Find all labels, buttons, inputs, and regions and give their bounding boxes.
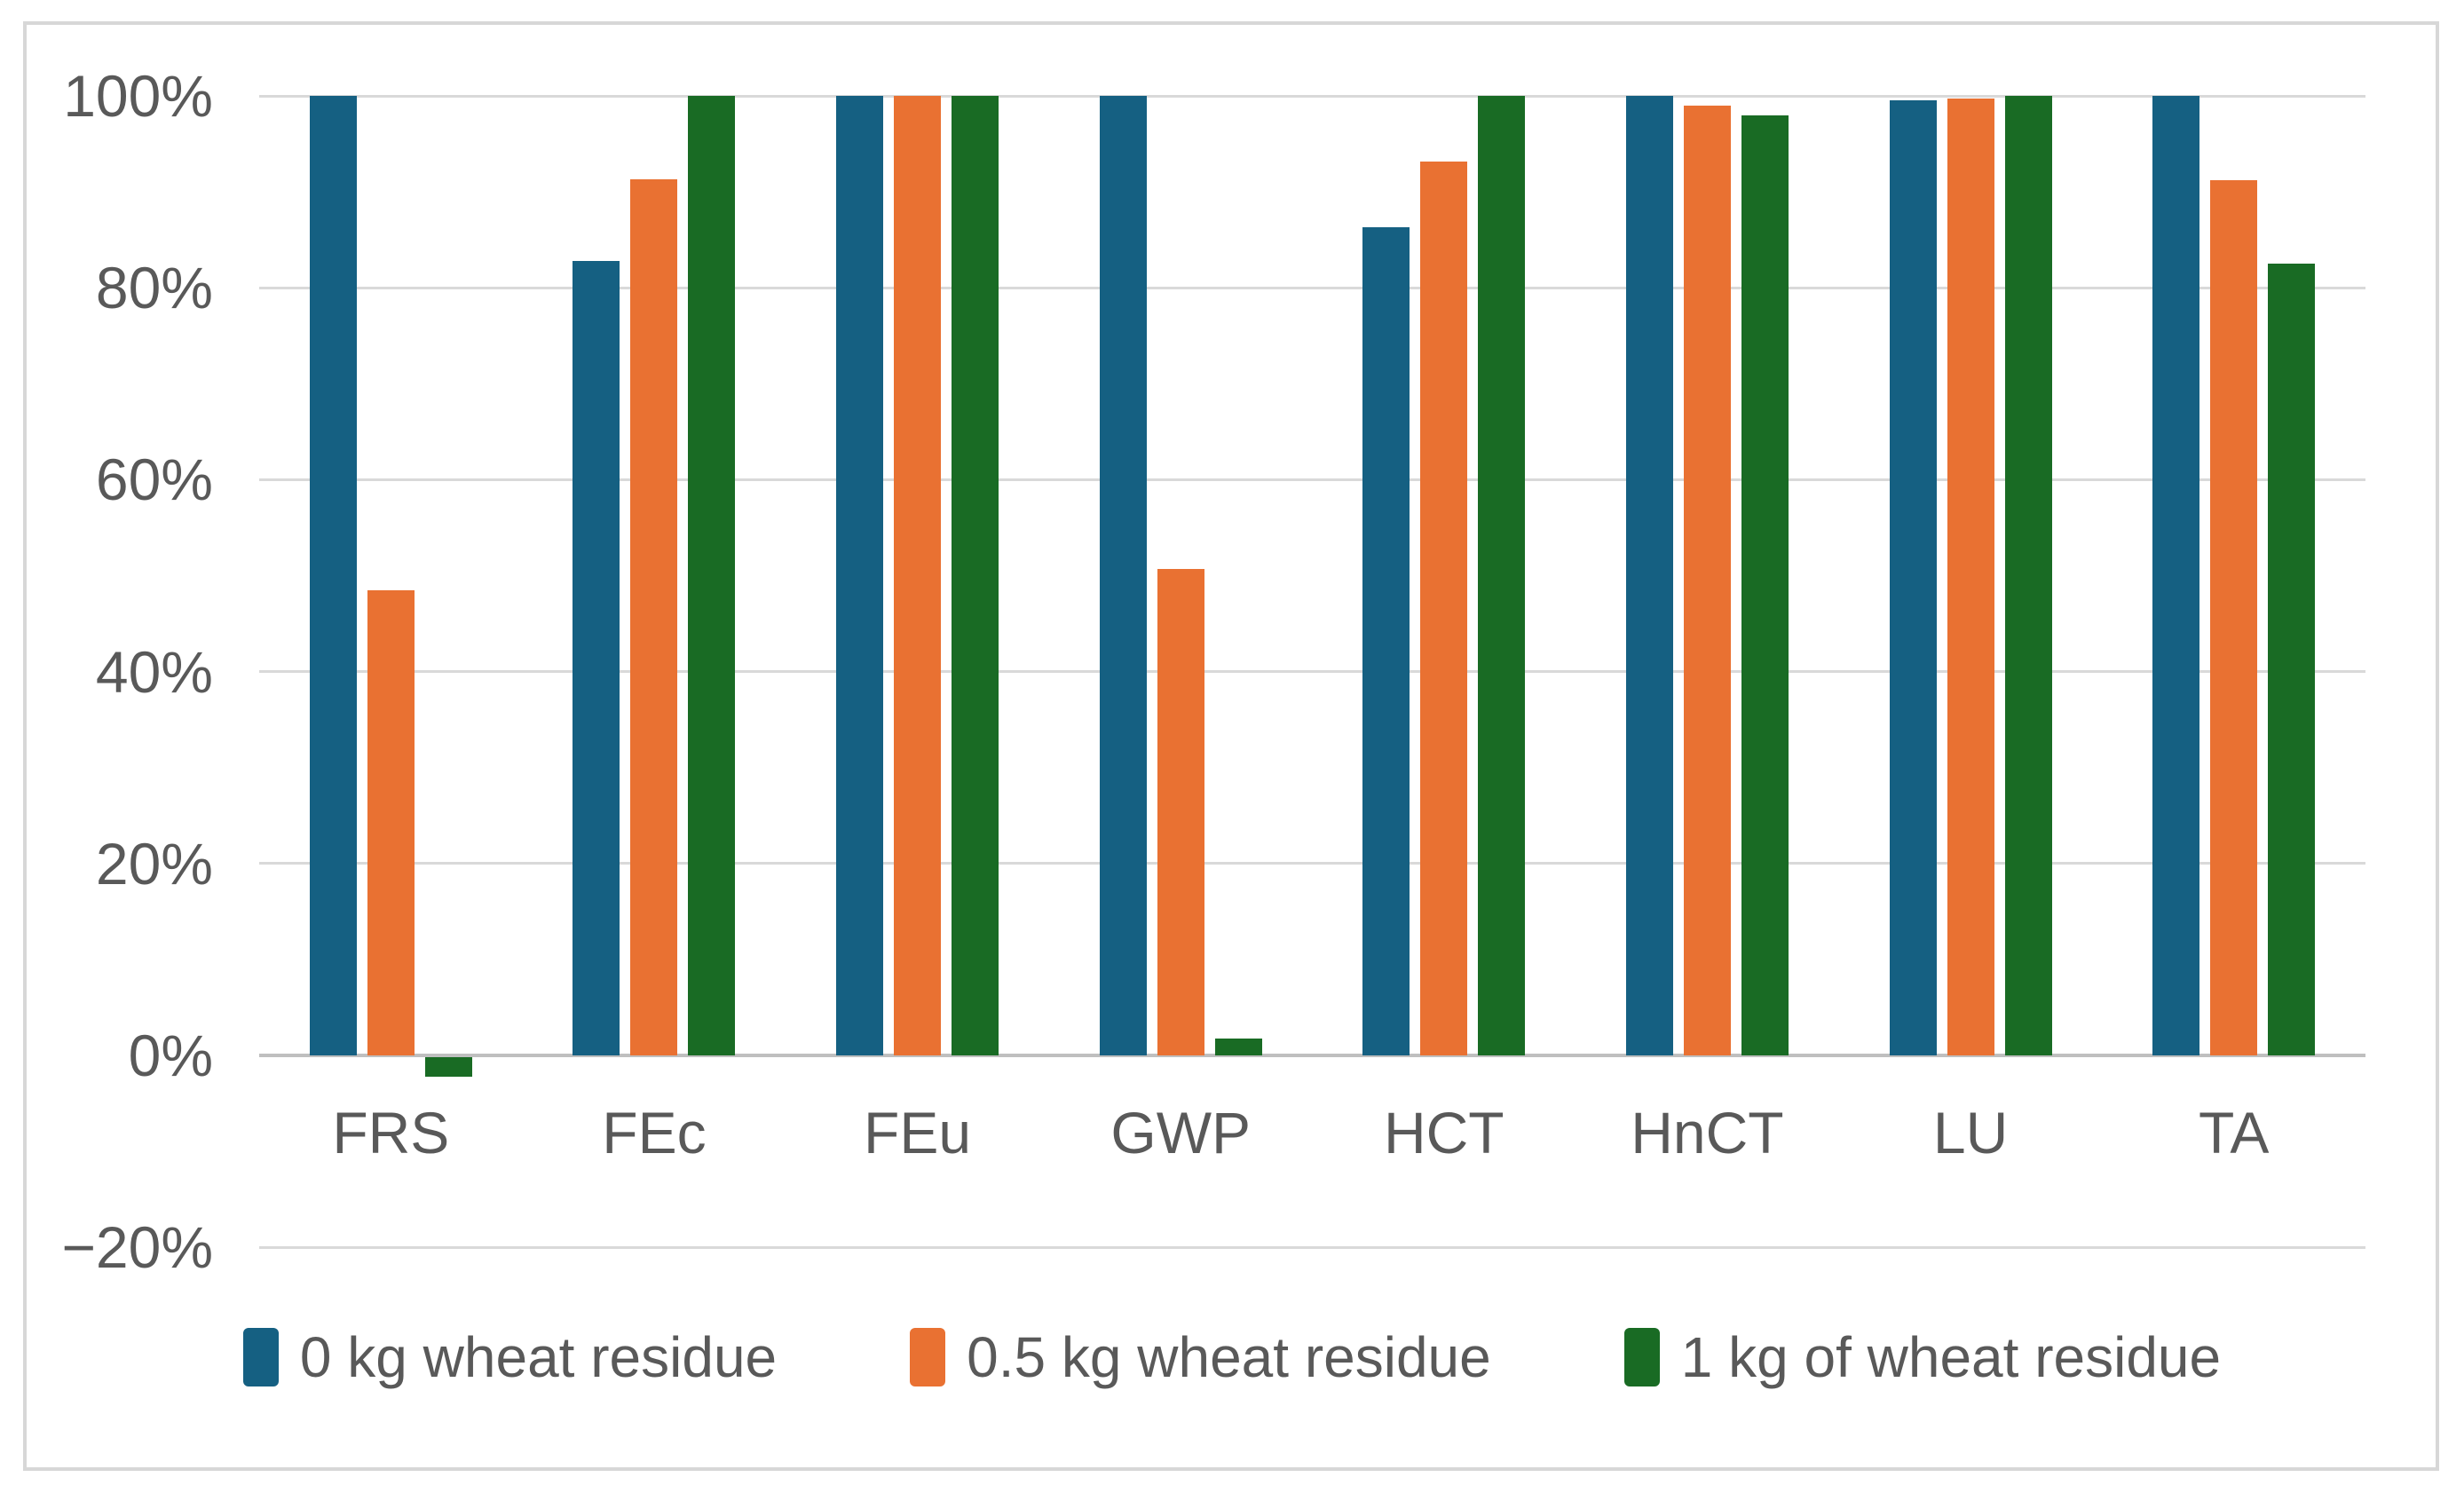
bar-HCT-series-1 <box>1362 227 1410 1055</box>
bar-FEu-series-1 <box>836 96 884 1055</box>
y-axis-tick-label: 100% <box>63 63 213 129</box>
bar-FRS-series-1 <box>309 96 357 1055</box>
bar-LU-series-2 <box>1947 99 1994 1055</box>
bar-FEc-series-2 <box>630 179 678 1055</box>
bar-FEc-series-3 <box>688 96 736 1055</box>
gridline <box>259 862 2365 865</box>
bar-GWP-series-2 <box>1157 568 1204 1055</box>
legend-label: 0 kg wheat residue <box>299 1325 778 1389</box>
gridline <box>259 670 2365 674</box>
legend-label: 0.5 kg wheat residue <box>967 1325 1491 1389</box>
gridline <box>259 478 2365 481</box>
legend-marker <box>242 1328 279 1386</box>
bar-HCT-series-3 <box>1478 96 1526 1055</box>
bar-GWP-series-3 <box>1214 1038 1262 1055</box>
y-axis-tick-label: 80% <box>95 255 213 321</box>
legend-marker <box>910 1328 946 1386</box>
bar-LU-series-1 <box>1889 100 1937 1055</box>
y-axis-tick-label: 20% <box>95 830 213 897</box>
legend: 0 kg wheat residue 0.5 kg wheat residue 1 … <box>0 1324 2464 1390</box>
legend-marker <box>1623 1328 1660 1386</box>
category-label-FRS: FRS <box>332 1100 450 1165</box>
category-label-LU: LU <box>1932 1100 2009 1165</box>
gridline <box>259 94 2365 98</box>
y-axis-tick-label: 40% <box>95 638 213 705</box>
bar-FEu-series-3 <box>952 96 999 1055</box>
bar-HnCT-series-3 <box>1741 115 1789 1055</box>
bar-TA-series-3 <box>2268 264 2316 1055</box>
category-label-HCT: HCT <box>1383 1100 1504 1165</box>
legend-item: 1 kg of wheat residue <box>1623 1324 2222 1390</box>
category-label-FEu: FEu <box>864 1100 972 1165</box>
bar-FRS-series-3 <box>424 1057 472 1077</box>
category-label-GWP: GWP <box>1110 1100 1252 1165</box>
gridline <box>259 1245 2365 1249</box>
bar-FEc-series-1 <box>573 260 620 1055</box>
legend-item: 0.5 kg wheat residue <box>910 1324 1491 1390</box>
bar-HCT-series-2 <box>1420 161 1468 1055</box>
y-axis-tick-label: −20% <box>61 1214 213 1281</box>
bar-TA-series-1 <box>2152 96 2200 1055</box>
category-label-HnCT: HnCT <box>1631 1100 1784 1165</box>
x-axis-line <box>259 1054 2365 1057</box>
y-axis-tick-label: 60% <box>95 446 213 513</box>
bar-TA-series-2 <box>2210 180 2258 1055</box>
bar-FRS-series-2 <box>367 589 415 1055</box>
y-axis-tick-label: 0% <box>128 1023 213 1088</box>
legend-label: 1 kg of wheat residue <box>1680 1325 2222 1389</box>
category-label-TA: TA <box>2198 1100 2270 1165</box>
gridline <box>259 286 2365 289</box>
category-label-FEc: FEc <box>602 1100 707 1165</box>
bar-FEu-series-2 <box>894 96 942 1055</box>
bar-LU-series-3 <box>2004 96 2052 1055</box>
bar-HnCT-series-1 <box>1625 96 1673 1055</box>
legend-item: 0 kg wheat residue <box>242 1324 778 1390</box>
bar-HnCT-series-2 <box>1683 105 1731 1055</box>
bar-GWP-series-1 <box>1099 96 1147 1055</box>
